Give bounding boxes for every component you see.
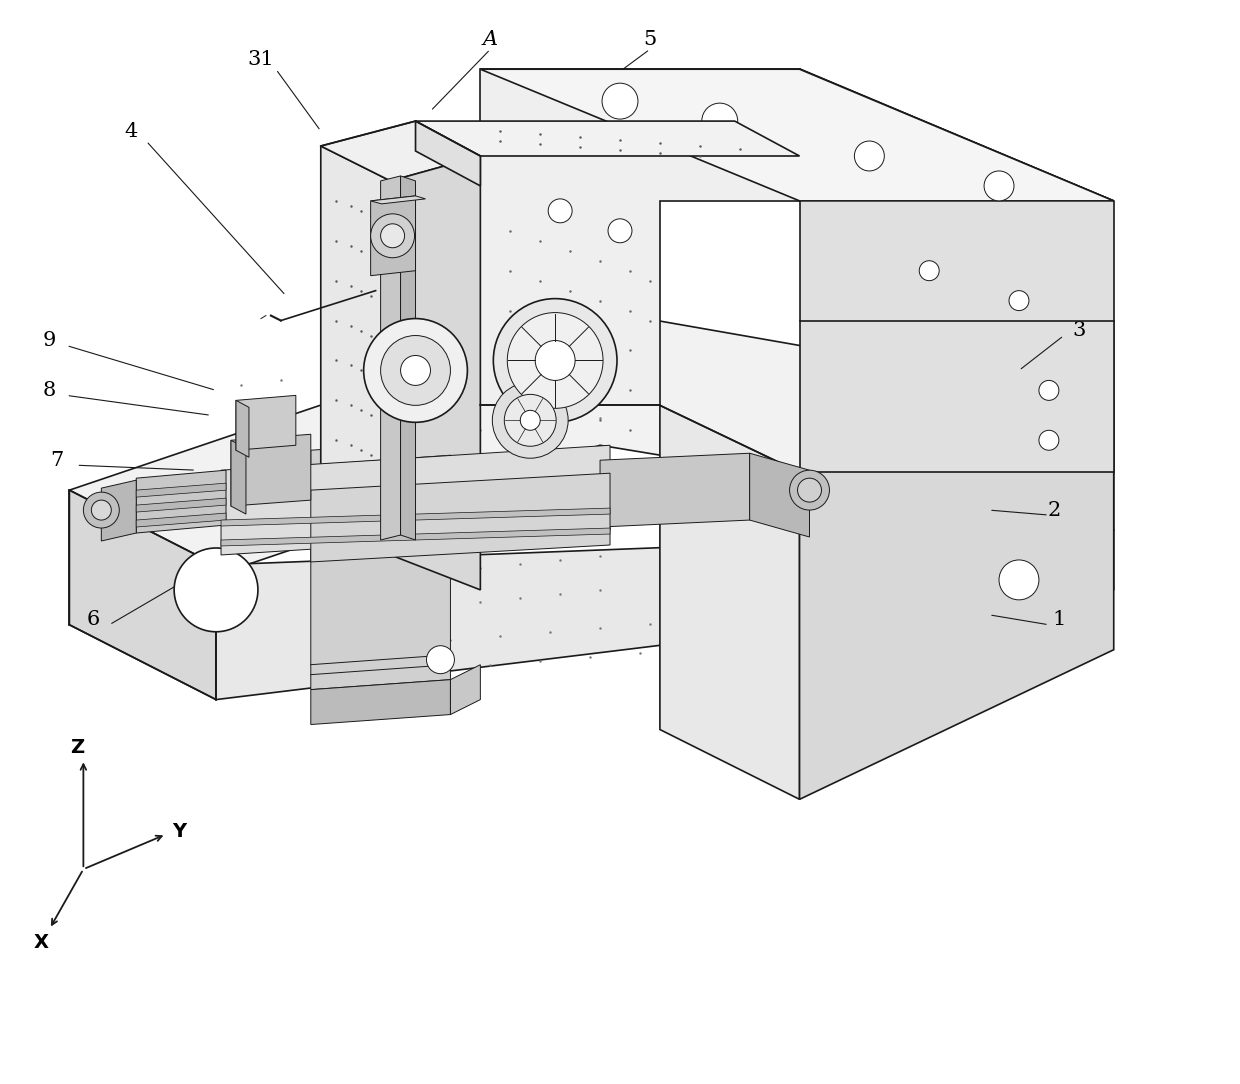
Text: 3: 3: [1073, 321, 1085, 340]
Polygon shape: [236, 400, 249, 457]
Circle shape: [1039, 380, 1059, 400]
Circle shape: [381, 336, 450, 405]
Polygon shape: [216, 530, 1114, 699]
Circle shape: [919, 261, 939, 281]
Circle shape: [536, 340, 575, 380]
Circle shape: [1039, 430, 1059, 450]
Circle shape: [985, 171, 1014, 201]
Polygon shape: [311, 680, 450, 724]
Circle shape: [381, 223, 404, 248]
Polygon shape: [321, 146, 391, 555]
Polygon shape: [391, 156, 480, 590]
Circle shape: [1009, 291, 1029, 311]
Text: 7: 7: [50, 451, 63, 469]
Polygon shape: [69, 490, 216, 699]
Polygon shape: [401, 176, 415, 540]
Polygon shape: [102, 480, 136, 541]
Circle shape: [797, 478, 821, 502]
Polygon shape: [660, 405, 800, 799]
Polygon shape: [600, 453, 750, 527]
Circle shape: [505, 395, 557, 447]
Text: Z: Z: [71, 738, 84, 757]
Polygon shape: [311, 440, 450, 689]
Circle shape: [92, 500, 112, 520]
Polygon shape: [480, 69, 800, 405]
Polygon shape: [381, 176, 401, 540]
Circle shape: [427, 646, 454, 673]
Text: 31: 31: [248, 50, 274, 68]
Polygon shape: [221, 446, 610, 555]
Text: 9: 9: [42, 331, 56, 350]
Text: Y: Y: [172, 822, 186, 841]
Polygon shape: [136, 499, 226, 512]
Polygon shape: [69, 311, 1114, 624]
Polygon shape: [311, 474, 610, 562]
Circle shape: [854, 141, 884, 171]
Circle shape: [548, 198, 572, 223]
Text: 4: 4: [125, 121, 138, 141]
Circle shape: [401, 356, 430, 386]
Polygon shape: [750, 453, 810, 537]
Polygon shape: [800, 69, 1114, 473]
Polygon shape: [371, 196, 415, 275]
Polygon shape: [136, 513, 226, 527]
Circle shape: [790, 470, 830, 511]
Circle shape: [702, 103, 738, 139]
Circle shape: [83, 492, 119, 528]
Polygon shape: [480, 69, 1114, 201]
Text: 1: 1: [1053, 610, 1065, 630]
Text: 8: 8: [43, 380, 56, 400]
Polygon shape: [221, 528, 610, 546]
Polygon shape: [321, 121, 480, 181]
Polygon shape: [371, 196, 425, 204]
Polygon shape: [136, 470, 226, 533]
Polygon shape: [800, 321, 1114, 799]
Text: 6: 6: [87, 610, 100, 630]
Circle shape: [174, 549, 258, 632]
Polygon shape: [480, 69, 1114, 201]
Text: 2: 2: [1048, 501, 1060, 519]
Text: A: A: [482, 29, 498, 49]
Polygon shape: [450, 664, 480, 714]
Circle shape: [363, 319, 467, 423]
Circle shape: [603, 83, 637, 119]
Polygon shape: [231, 435, 311, 506]
Circle shape: [492, 383, 568, 459]
Circle shape: [608, 219, 632, 243]
Circle shape: [999, 560, 1039, 599]
Polygon shape: [415, 121, 480, 186]
Circle shape: [371, 214, 414, 258]
Polygon shape: [136, 483, 226, 498]
Polygon shape: [236, 396, 296, 450]
Circle shape: [521, 411, 541, 430]
Text: X: X: [33, 933, 50, 953]
Polygon shape: [415, 121, 800, 156]
Polygon shape: [231, 440, 246, 514]
Circle shape: [494, 298, 618, 423]
Text: 5: 5: [644, 29, 656, 49]
Circle shape: [507, 312, 603, 409]
Polygon shape: [221, 508, 610, 526]
